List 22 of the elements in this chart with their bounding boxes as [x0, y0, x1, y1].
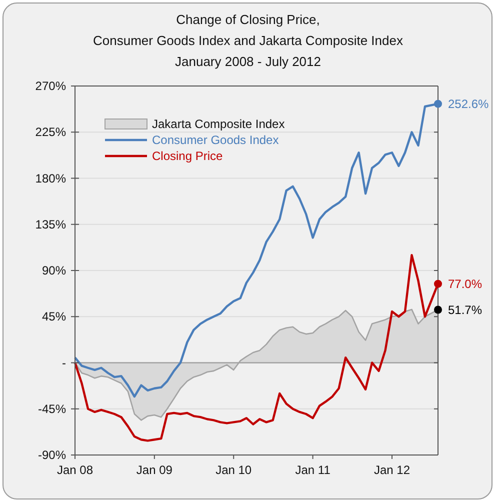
y-tick-label: 90%	[42, 264, 66, 278]
y-tick-label: 180%	[35, 171, 66, 186]
legend-label: Consumer Goods Index	[152, 133, 279, 147]
data-label: 77.0%	[448, 276, 482, 291]
y-tick-label: -	[62, 356, 66, 370]
legend-label: Closing Price	[152, 149, 224, 163]
x-tick-label: Jan 08	[56, 463, 94, 477]
legend-label: Jakarta Composite Index	[152, 117, 285, 131]
x-tick-label: Jan 09	[136, 463, 173, 477]
y-tick-label: 225%	[35, 125, 66, 140]
y-tick-label: -45%	[38, 402, 66, 416]
y-tick-label: 45%	[42, 310, 66, 324]
x-tick-label: Jan 11	[295, 463, 331, 477]
y-tick-label: 135%	[35, 217, 66, 232]
data-label: 51.7%	[448, 302, 482, 317]
x-tick-label: Jan 10	[216, 463, 252, 477]
chart-title: Change of Closing Price, Consumer Goods Index and Jakarta Composite Index	[92, 12, 404, 48]
chart-subtitle: January 2008 - July 2012	[175, 54, 321, 69]
data-label: 252.6%	[448, 96, 490, 111]
x-tick-label: Jan 12	[374, 463, 410, 477]
y-tick-label: -90%	[38, 448, 66, 462]
y-tick-label: 270%	[35, 79, 66, 93]
